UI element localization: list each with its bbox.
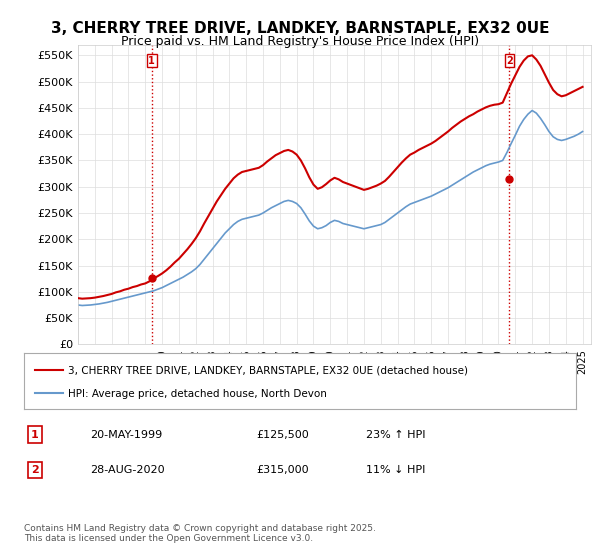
Text: 20-MAY-1999: 20-MAY-1999 (90, 430, 163, 440)
Text: 2: 2 (31, 465, 39, 475)
Text: 1: 1 (31, 430, 39, 440)
Text: 1: 1 (148, 55, 155, 66)
Text: 28-AUG-2020: 28-AUG-2020 (90, 465, 165, 475)
Text: HPI: Average price, detached house, North Devon: HPI: Average price, detached house, Nort… (68, 389, 327, 399)
Text: 23% ↑ HPI: 23% ↑ HPI (366, 430, 426, 440)
Text: Contains HM Land Registry data © Crown copyright and database right 2025.
This d: Contains HM Land Registry data © Crown c… (24, 524, 376, 543)
Text: 11% ↓ HPI: 11% ↓ HPI (366, 465, 425, 475)
Text: 3, CHERRY TREE DRIVE, LANDKEY, BARNSTAPLE, EX32 0UE (detached house): 3, CHERRY TREE DRIVE, LANDKEY, BARNSTAPL… (68, 366, 468, 376)
Text: 3, CHERRY TREE DRIVE, LANDKEY, BARNSTAPLE, EX32 0UE: 3, CHERRY TREE DRIVE, LANDKEY, BARNSTAPL… (51, 21, 549, 36)
Text: Price paid vs. HM Land Registry's House Price Index (HPI): Price paid vs. HM Land Registry's House … (121, 35, 479, 48)
Text: £125,500: £125,500 (256, 430, 308, 440)
Text: 2: 2 (506, 55, 513, 66)
Text: £315,000: £315,000 (256, 465, 308, 475)
